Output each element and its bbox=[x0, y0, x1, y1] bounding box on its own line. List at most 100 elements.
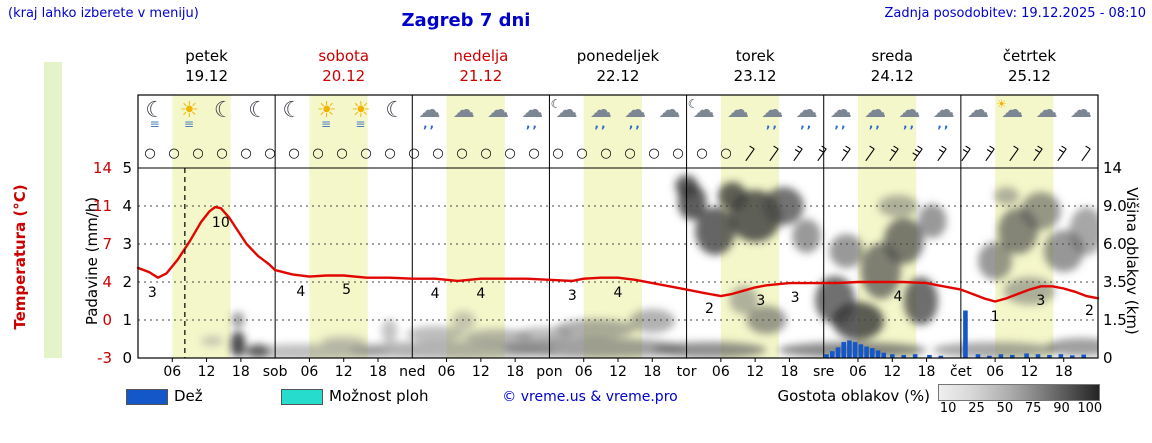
rain-cloud-icon: ☁ bbox=[864, 98, 887, 123]
last-update-text: Zadnja posodobitev: 19.12.2025 - 08:10 bbox=[884, 6, 1146, 21]
raindrops-icon: ‚‚ bbox=[594, 117, 608, 131]
moon-icon: ☾ bbox=[385, 98, 405, 123]
cloud-icon: ☁ bbox=[1001, 98, 1024, 123]
showers-legend-swatch bbox=[281, 389, 323, 405]
day-date: 24.12 bbox=[870, 67, 914, 85]
sun-icon: ☀ bbox=[996, 97, 1008, 111]
cloud-cover-circle-symbol: ○ bbox=[720, 146, 732, 161]
weather-icon-sun-cloud: ☀ ☁ bbox=[995, 97, 1029, 144]
cloud-height-axis-tick: 0 bbox=[1103, 349, 1113, 367]
x-axis-hour-tick: 18 bbox=[231, 364, 250, 380]
wind-barb-icon bbox=[769, 145, 779, 162]
cloud-cover-circle-symbol: ○ bbox=[360, 146, 372, 161]
x-axis-day-abbrev: tor bbox=[676, 364, 697, 380]
density-tick: 50 bbox=[996, 401, 1014, 416]
wind-barb-icon bbox=[865, 145, 875, 162]
horizontal-gridlines bbox=[138, 205, 1098, 321]
fog-icon: ≡ bbox=[355, 117, 367, 131]
density-tick: 75 bbox=[1024, 401, 1042, 416]
rain-cloud-icon: ☁ bbox=[521, 98, 544, 123]
plot-border bbox=[137, 94, 1099, 359]
wind-barb-icon bbox=[793, 145, 803, 162]
cloud-density-gradient-bar bbox=[938, 384, 1100, 401]
cloud-cover-circle-symbol: ○ bbox=[288, 146, 300, 161]
cloud-cover-circle-symbol: ○ bbox=[168, 146, 180, 161]
day-name-torek: torek bbox=[735, 47, 775, 65]
sun-icon: ☀ bbox=[179, 98, 200, 123]
wind-barb-icon bbox=[1009, 145, 1019, 162]
temperature-value-label: 1 bbox=[990, 308, 1000, 325]
raindrops-icon: ‚‚ bbox=[628, 117, 642, 131]
wind-barb-icon bbox=[1033, 145, 1043, 162]
copyright-link[interactable]: © vreme.us & vreme.pro bbox=[502, 389, 678, 405]
showers-legend-label: Možnost ploh bbox=[329, 387, 429, 405]
x-axis-hour-tick: 18 bbox=[369, 364, 387, 380]
cloud-cover-circle-symbol: ○ bbox=[240, 146, 252, 161]
page-title: Zagreb 7 dni bbox=[401, 10, 531, 31]
x-axis-hour-tick: 06 bbox=[711, 364, 730, 380]
x-axis-hour-tick: 12 bbox=[746, 364, 765, 380]
day-name-četrtek: četrtek bbox=[1002, 47, 1057, 65]
temperature-curve bbox=[136, 205, 1100, 303]
wind-barb-icon bbox=[889, 145, 899, 162]
weather-icon-moon: ☾ bbox=[378, 98, 412, 144]
fog-icon: ≡ bbox=[183, 117, 195, 131]
sun-icon: ☀ bbox=[316, 98, 337, 123]
rain-legend-label: Dež bbox=[174, 387, 203, 405]
cloud-height-axis-tick: 6.0 bbox=[1103, 235, 1127, 253]
temperature-axis-tick: -3 bbox=[97, 349, 112, 367]
moon-icon: ☾ bbox=[145, 98, 165, 123]
cloud-density-legend-label: Gostota oblakov (%) bbox=[777, 387, 930, 405]
weather-icon-cloud: ☁ bbox=[652, 98, 686, 144]
wind-barb-icon bbox=[817, 145, 827, 162]
raindrops-icon: ‚‚ bbox=[765, 117, 779, 131]
temperature-value-label: 4 bbox=[613, 284, 623, 301]
cloud-cover-circle-symbol: ○ bbox=[600, 146, 612, 161]
density-tick: 100 bbox=[1077, 401, 1103, 416]
x-axis-hour-tick: 06 bbox=[300, 364, 319, 380]
fog-icon: ≡ bbox=[321, 117, 333, 131]
cloud-cover-circle-symbol: ○ bbox=[648, 146, 660, 161]
cloud-cover-circle-symbol: ○ bbox=[336, 146, 348, 161]
temperature-axis-tick: 14 bbox=[92, 159, 112, 177]
density-tick: 10 bbox=[939, 401, 957, 416]
cloud-density-scale-ticks: 10 25 50 75 90 100 bbox=[934, 401, 1104, 416]
day-name-sreda: sreda bbox=[871, 47, 914, 65]
x-axis-hour-tick: 12 bbox=[471, 364, 490, 380]
raindrops-icon: ‚‚ bbox=[937, 117, 951, 131]
wind-barb-icon bbox=[937, 145, 947, 162]
x-axis-day-abbrev: pon bbox=[536, 364, 563, 380]
cloud-icon: ☁ bbox=[1035, 98, 1058, 123]
cloud-icon: ☁ bbox=[555, 98, 578, 123]
weather-icon-cloud: ☁ bbox=[447, 98, 481, 144]
cloud-icon: ☁ bbox=[727, 98, 749, 123]
moon-icon: ☾ bbox=[282, 98, 303, 123]
cloud-cover-circle-symbol: ○ bbox=[192, 146, 204, 161]
x-axis-hour-tick: 12 bbox=[609, 364, 627, 380]
weather-icon-cloud: ☁ bbox=[1030, 98, 1064, 144]
weather-icon-sun-fog: ☀ ≡ bbox=[172, 98, 206, 144]
weather-icon-rain: ☁ ‚‚ bbox=[858, 98, 892, 144]
rain-cloud-icon: ☁ bbox=[418, 98, 441, 123]
day-date: 21.12 bbox=[459, 67, 503, 85]
x-axis-hour-tick: 06 bbox=[849, 364, 867, 380]
precip-axis-tick: 3 bbox=[122, 235, 132, 253]
temperature-value-label: 4 bbox=[476, 285, 486, 302]
raindrops-icon: ‚‚ bbox=[800, 117, 814, 131]
x-axis-hour-tick: 18 bbox=[643, 364, 662, 380]
weather-icon-moon: ☾ bbox=[275, 98, 309, 144]
density-tick: 25 bbox=[968, 401, 985, 416]
temperature-value-label: 10 bbox=[211, 214, 230, 231]
x-axis-hour-tick: 12 bbox=[334, 364, 353, 380]
cloud-cover-circle-symbol: ○ bbox=[432, 146, 444, 161]
temperature-axis-tick: 7 bbox=[102, 235, 112, 253]
cloud-cover-circle-symbol: ○ bbox=[504, 146, 516, 161]
cloud-cover-circle-symbol: ○ bbox=[408, 146, 420, 161]
cloud-cover-circle-symbol: ○ bbox=[264, 146, 276, 161]
menu-hint-text: (kraj lahko izberete v meniju) bbox=[8, 6, 199, 21]
x-axis-hour-tick: 18 bbox=[1054, 364, 1073, 380]
weather-icon-moon: ☾ bbox=[241, 98, 275, 144]
temperature-value-label: 3 bbox=[567, 287, 577, 304]
cloud-cover-circle-symbol: ○ bbox=[384, 146, 396, 161]
